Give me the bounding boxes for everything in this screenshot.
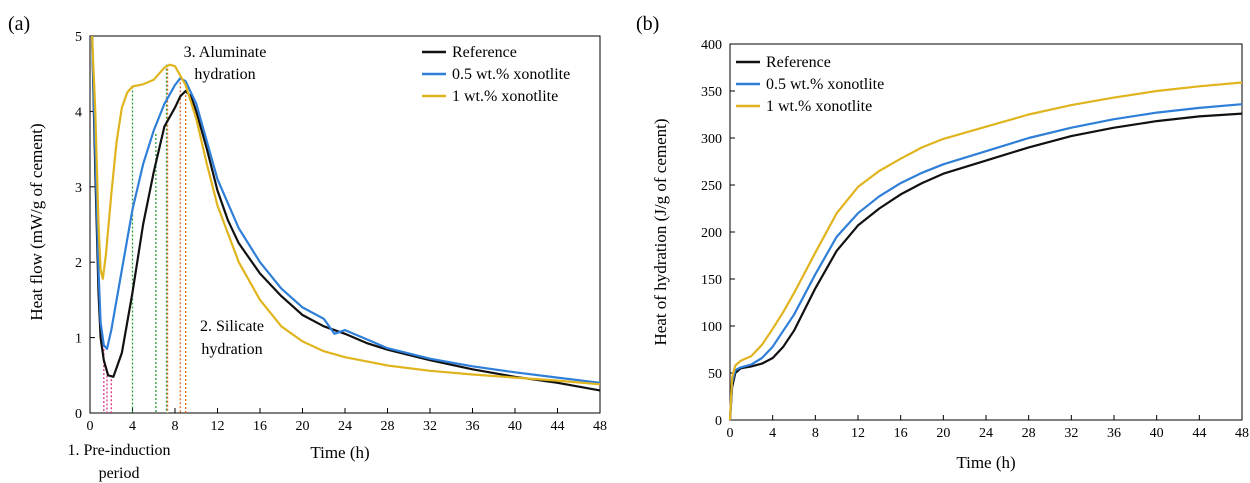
annotation-aluminate-2: hydration [194,66,255,83]
panel-b-x-tick-label: 32 [1064,426,1078,441]
panel-a-x-tick-label: 12 [211,419,225,434]
panel-a-x-axis-label: Time (h) [310,443,369,462]
panel-b: (b) 0 4 8 12 16 20 24 28 32 36 40 44 48 050100150200… [636,13,1249,472]
panel-a-y-tick-label: 1 [75,332,82,347]
panel-b-y-tick-label: 250 [701,179,722,194]
panel-a-x-tick-label: 44 [551,419,565,434]
panel-a-y-tick-label: 0 [75,407,82,422]
panel-a-line-reference [91,35,601,392]
panel-a-x-tick-label: 0 [87,419,94,434]
annotation-preinduction-1: 1. Pre-induction [67,442,170,459]
panel-b-x-tick-label: 20 [936,426,950,441]
panel-b-y-tick-label: 400 [701,38,722,53]
panel-a-x-tick-label: 36 [466,419,480,434]
panel-b-x-tick-label: 24 [979,426,993,441]
panel-b-line-reference [728,112,1243,421]
panel-a-x-tick-label: 8 [172,419,179,434]
panel-b-legend-label-0-5-wt-xonotlite: 0.5 wt.% xonotlite [766,76,884,93]
panel-a-legend-label-0-5-wt-xonotlite: 0.5 wt.% xonotlite [452,66,570,83]
panel-b-legend: Reference 0.5 wt.% xonotlite 1 wt.% xonotl… [736,54,884,115]
panel-b-y-tick-label: 100 [701,320,722,335]
panel-a-line-0-5-wt-xonotlite [91,35,601,384]
panel-a-x-tick-label: 16 [253,419,267,434]
panel-b-legend-label-reference: Reference [766,54,831,71]
annotation-preinduction-2: period [99,465,140,482]
panel-b-x-tick-label: 16 [894,426,908,441]
panel-a-x-tick-label: 40 [508,419,522,434]
panel-a-x-tick-label: 24 [338,419,352,434]
panel-a-series [91,35,601,392]
panel-b-line-0-5-wt-xonotlite [728,103,1243,421]
panel-b-y-tick-label: 350 [701,85,722,100]
panel-b-x-tick-label: 8 [812,426,819,441]
annotation-aluminate-1: 3. Aluminate [184,44,267,61]
panel-b-x-axis-label: Time (h) [956,453,1015,472]
panel-a-x-tick-label: 48 [593,419,607,434]
annotation-silicate-2: hydration [201,341,262,358]
panel-b-x-tick-label: 40 [1150,426,1164,441]
panel-a-annotations: 3. Aluminate hydration 2. Silicate hydra… [67,44,266,482]
panel-b-y-tick-label: 0 [715,414,722,429]
panel-a-x-tick-label: 20 [296,419,310,434]
panel-a-label: (a) [8,13,30,35]
panel-a-y-tick-label: 5 [75,30,82,45]
panel-b-y-tick-label: 200 [701,226,722,241]
panel-b-line-1-wt-xonotlite [728,81,1243,421]
panel-b-x-ticks: 0 4 8 12 16 20 24 28 32 36 40 44 48 [727,415,1249,441]
panel-b-x-tick-label: 28 [1022,426,1036,441]
panel-a-y-axis-label: Heat flow (mW/g of cement) [27,123,46,320]
panel-a-x-tick-label: 4 [129,419,136,434]
panel-a-x-tick-label: 32 [423,419,437,434]
panel-b-x-tick-label: 0 [727,426,734,441]
panel-b-y-ticks: 0 50 100 150 200 250 300 350 400 [701,38,735,429]
panel-a-y-ticks: 0 1 2 3 4 5 [75,30,95,422]
panel-b-x-tick-label: 44 [1192,426,1206,441]
panel-b-y-axis-label: Heat of hydration (J/g of cement) [651,118,670,345]
panel-b-y-tick-label: 150 [701,273,722,288]
panel-a-line-1-wt-xonotlite [91,35,601,386]
panel-b-legend-label-1-wt-xonotlite: 1 wt.% xonotlite [766,98,872,115]
panel-a-legend-label-reference: Reference [452,44,517,61]
panel-a-y-tick-label: 3 [75,181,82,196]
panel-b-x-tick-label: 36 [1107,426,1121,441]
panel-a-x-tick-label: 28 [381,419,395,434]
panel-a-y-tick-label: 4 [75,105,82,120]
panel-b-y-tick-label: 300 [701,132,722,147]
panel-b-x-tick-label: 4 [769,426,776,441]
panel-b-y-tick-label: 50 [708,367,722,382]
panel-a-y-tick-label: 2 [75,256,82,271]
panel-b-x-tick-label: 12 [851,426,865,441]
panel-a-legend: Reference 0.5 wt.% xonotlite 1 wt.% xonotl… [422,44,570,105]
panel-a-legend-label-1-wt-xonotlite: 1 wt.% xonotlite [452,88,558,105]
annotation-silicate-1: 2. Silicate [200,318,264,335]
panel-b-series [728,81,1243,421]
panel-a-phase-markers [103,64,187,413]
panel-b-x-tick-label: 48 [1235,426,1249,441]
panel-a-x-ticks: 0 4 8 12 16 20 24 28 32 36 40 44 48 [87,408,607,434]
panel-b-label: (b) [636,13,659,35]
